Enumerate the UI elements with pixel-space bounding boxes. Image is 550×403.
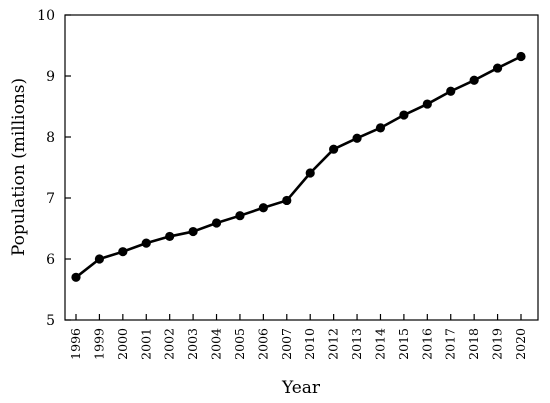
data-point <box>352 133 362 143</box>
y-tick-label: 9 <box>46 69 55 85</box>
y-axis: 5 6 7 8 9 10 <box>37 8 71 329</box>
x-tick-label: 2013 <box>349 328 364 360</box>
x-tick-label: 2015 <box>396 328 411 360</box>
data-point <box>141 238 151 248</box>
data-point <box>211 218 222 228</box>
data-point <box>188 226 198 237</box>
data-point <box>305 168 315 178</box>
x-tick-label: 2004 <box>209 328 224 360</box>
data-point <box>71 272 81 282</box>
x-tick-label: 2002 <box>162 328 177 360</box>
x-tick-label: 2003 <box>185 328 200 360</box>
x-tick-label: 2014 <box>372 328 387 360</box>
x-axis-label: Year <box>281 378 321 398</box>
y-tick-label: 5 <box>46 313 55 329</box>
x-tick-label: 2010 <box>302 328 317 360</box>
data-point <box>375 123 386 133</box>
data-point <box>469 75 479 85</box>
y-tick-label: 6 <box>46 252 55 268</box>
y-axis-label: Population (millions) <box>9 78 29 256</box>
data-point <box>492 63 503 73</box>
x-tick-label: 2007 <box>279 328 294 360</box>
data-point <box>282 195 292 206</box>
y-tick-label: 7 <box>46 191 55 207</box>
data-point <box>235 211 245 221</box>
data-point <box>516 51 526 62</box>
x-tick-label: 1996 <box>68 328 83 360</box>
x-tick-label: 2018 <box>466 328 481 360</box>
y-tick-label: 8 <box>46 130 55 146</box>
plot-frame <box>64 14 539 321</box>
data-point <box>94 254 105 264</box>
x-tick-label: 2020 <box>513 328 528 360</box>
x-tick-label: 2019 <box>490 328 505 360</box>
x-tick-label: 2005 <box>232 328 247 360</box>
x-tick-label: 2001 <box>138 328 153 360</box>
x-tick-label: 1999 <box>91 328 106 360</box>
x-tick-label: 2017 <box>443 328 458 360</box>
x-tick-label: 2000 <box>115 328 130 360</box>
data-point <box>258 203 268 213</box>
plot-area <box>71 51 526 282</box>
data-point <box>446 86 456 96</box>
x-axis: 1996 1999 2000 2001 2002 2003 2004 2005 2006 2007… <box>68 314 528 360</box>
x-tick-label: 2016 <box>419 328 434 360</box>
data-point <box>165 231 175 242</box>
x-tick-label: 2006 <box>255 328 270 360</box>
data-point <box>329 144 339 154</box>
x-tick-label: 2012 <box>326 328 341 360</box>
data-point <box>399 110 409 120</box>
y-tick-label: 10 <box>37 8 55 24</box>
data-point <box>118 247 128 257</box>
data-point <box>422 99 432 109</box>
